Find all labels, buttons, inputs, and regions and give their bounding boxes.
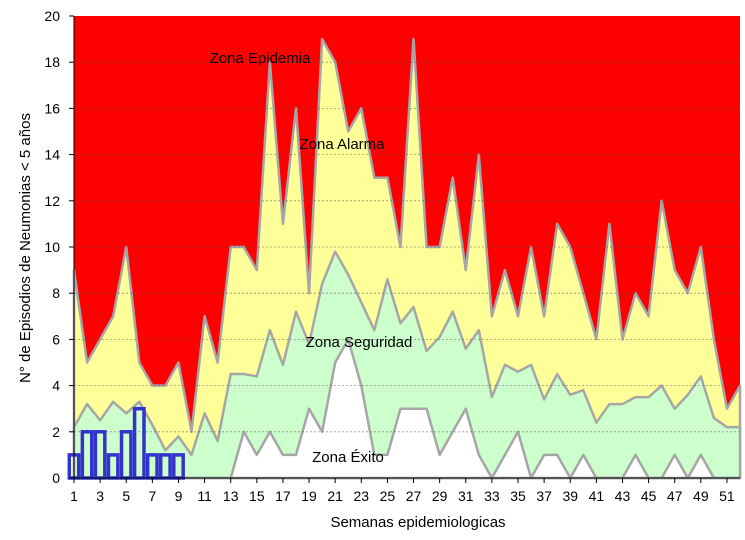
x-tick-label: 5 xyxy=(122,488,130,504)
x-tick-label: 31 xyxy=(458,488,474,504)
x-tick-label: 39 xyxy=(562,488,578,504)
x-tick-label: 45 xyxy=(641,488,657,504)
x-tick-label: 37 xyxy=(536,488,552,504)
x-tick-label: 51 xyxy=(719,488,735,504)
x-tick-label: 7 xyxy=(148,488,156,504)
zone-labels: Zona Epidemia Zona Alarma Zona Seguridad… xyxy=(210,50,413,466)
y-tick-label: 20 xyxy=(44,8,60,24)
y-tick-label: 16 xyxy=(44,100,60,116)
x-tick-label: 35 xyxy=(510,488,526,504)
grid-lines xyxy=(74,61,740,433)
x-tick-label: 27 xyxy=(406,488,422,504)
y-tick-label: 4 xyxy=(52,378,60,394)
x-tick-label: 15 xyxy=(249,488,265,504)
y-tick-label: 6 xyxy=(52,331,60,347)
y-tick-label: 18 xyxy=(44,54,60,70)
y-tick-label: 12 xyxy=(44,193,60,209)
x-tick-label: 29 xyxy=(432,488,448,504)
y-axis-title: N° de Episodios de Neumonias < 5 años xyxy=(17,113,34,383)
x-tick-label: 43 xyxy=(615,488,631,504)
y-tick-label: 10 xyxy=(44,239,60,255)
zone-seguridad-area xyxy=(72,250,742,480)
x-tick-label: 21 xyxy=(327,488,343,504)
x-tick-label: 47 xyxy=(667,488,683,504)
zone-label-epidemia: Zona Epidemia xyxy=(210,50,312,67)
x-tick-label: 17 xyxy=(275,488,291,504)
x-tick-label: 9 xyxy=(175,488,183,504)
y-tick-label: 14 xyxy=(44,147,60,163)
x-tick-label: 23 xyxy=(354,488,370,504)
x-tick-label: 49 xyxy=(693,488,709,504)
zone-label-alarma: Zona Alarma xyxy=(299,136,385,153)
zone-label-exito: Zona Éxito xyxy=(312,449,384,466)
y-tick-label: 0 xyxy=(52,470,60,486)
x-tick-label: 1 xyxy=(70,488,78,504)
x-tick-label: 41 xyxy=(589,488,605,504)
x-tick-label: 3 xyxy=(96,488,104,504)
x-axis-title: Semanas epidemiologicas xyxy=(330,514,505,531)
x-tick-label: 11 xyxy=(197,488,212,504)
x-tick-label: 33 xyxy=(484,488,500,504)
y-tick-label: 2 xyxy=(52,424,60,440)
x-tick-label: 13 xyxy=(223,488,239,504)
x-tick-label: 19 xyxy=(301,488,317,504)
y-tick-label: 8 xyxy=(52,285,60,301)
zone-label-seguridad: Zona Seguridad xyxy=(306,334,413,351)
x-tick-label: 25 xyxy=(380,488,396,504)
